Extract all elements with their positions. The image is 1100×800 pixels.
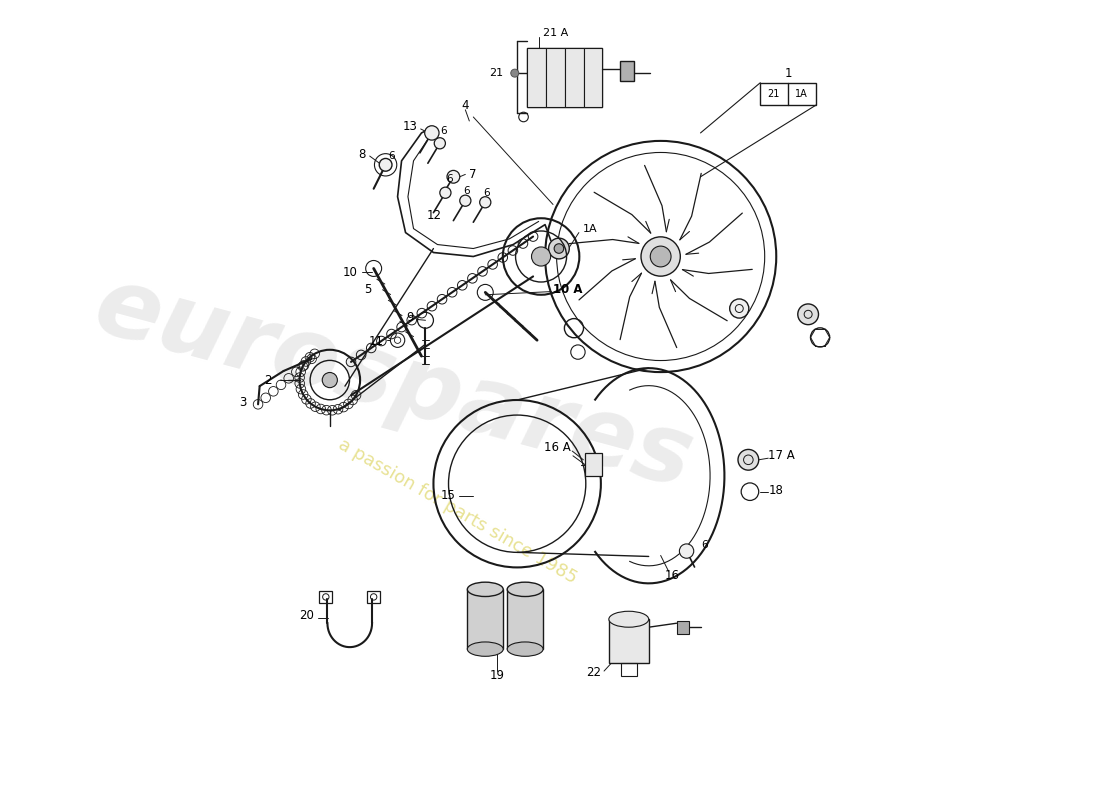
Circle shape (680, 544, 694, 558)
Circle shape (460, 195, 471, 206)
Text: 6: 6 (440, 126, 447, 136)
Text: 6: 6 (484, 188, 491, 198)
Text: 20: 20 (299, 609, 314, 622)
Text: 1A: 1A (583, 223, 597, 234)
Text: 16: 16 (666, 569, 680, 582)
Bar (546, 48, 564, 107)
Text: 22: 22 (586, 666, 601, 679)
Text: 7: 7 (470, 168, 476, 181)
Text: 5: 5 (364, 283, 372, 297)
Circle shape (434, 138, 446, 149)
Circle shape (440, 187, 451, 198)
Text: 9: 9 (406, 310, 414, 323)
Circle shape (549, 238, 570, 259)
Bar (319, 590, 332, 603)
Circle shape (531, 247, 551, 266)
Text: 12: 12 (427, 209, 441, 222)
Bar (583, 48, 603, 107)
Text: 6: 6 (701, 540, 707, 550)
Bar (527, 48, 603, 107)
Text: 2: 2 (264, 374, 272, 386)
Text: 17 A: 17 A (768, 450, 795, 462)
Bar (585, 454, 603, 476)
Text: a passion for parts since 1985: a passion for parts since 1985 (334, 436, 580, 587)
Text: 13: 13 (403, 120, 418, 133)
Circle shape (641, 237, 680, 276)
Text: 10 A: 10 A (553, 283, 583, 297)
Ellipse shape (468, 642, 503, 656)
Circle shape (798, 304, 818, 325)
Text: 11: 11 (368, 334, 383, 347)
Bar (507, 590, 543, 649)
Text: eurospares: eurospares (85, 259, 703, 509)
Text: 4: 4 (462, 98, 469, 111)
Text: 21: 21 (768, 89, 780, 99)
Bar (676, 621, 689, 634)
Bar (620, 61, 635, 81)
Text: 18: 18 (768, 483, 783, 497)
Bar (468, 590, 503, 649)
Circle shape (480, 197, 491, 208)
Text: 6: 6 (447, 174, 453, 184)
Circle shape (650, 246, 671, 267)
Bar (367, 590, 380, 603)
Ellipse shape (468, 582, 503, 597)
Circle shape (322, 373, 338, 388)
Ellipse shape (507, 642, 543, 656)
Circle shape (379, 158, 392, 171)
Text: 6: 6 (463, 186, 470, 196)
Text: 21: 21 (488, 68, 503, 78)
Bar (760, 82, 816, 105)
Circle shape (729, 299, 749, 318)
Text: 15: 15 (441, 489, 455, 502)
Circle shape (447, 170, 460, 183)
Text: 19: 19 (490, 669, 505, 682)
Circle shape (425, 126, 439, 140)
Ellipse shape (608, 611, 649, 627)
Text: 8: 8 (359, 148, 365, 161)
Bar (608, 619, 649, 663)
Text: 21 A: 21 A (542, 28, 568, 38)
Text: 6: 6 (388, 151, 395, 161)
Text: 3: 3 (239, 396, 246, 410)
Bar (620, 663, 637, 676)
Ellipse shape (507, 582, 543, 597)
Circle shape (554, 244, 563, 254)
Circle shape (738, 450, 759, 470)
Text: 10: 10 (343, 266, 358, 279)
Bar (564, 48, 583, 107)
Text: 1A: 1A (795, 89, 808, 99)
Circle shape (510, 69, 519, 77)
Text: 1: 1 (784, 66, 792, 80)
Bar (527, 48, 546, 107)
Text: 16 A: 16 A (543, 442, 571, 454)
